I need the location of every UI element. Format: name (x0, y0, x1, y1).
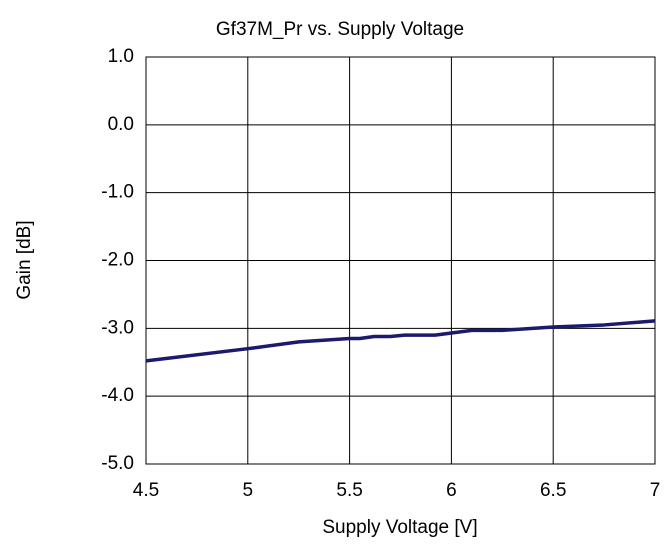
y-tick-label: -2.0 (101, 250, 134, 271)
y-tick-label: -1.0 (101, 182, 134, 203)
x-tick-label: 5 (243, 480, 254, 501)
y-tick-label: -3.0 (101, 317, 134, 338)
y-tick-label: 1.0 (108, 46, 134, 67)
x-tick-label: 6 (446, 480, 457, 501)
x-tick-label: 6.5 (540, 480, 566, 501)
y-tick-label: -4.0 (101, 385, 134, 406)
y-axis-label: Gain [dB] (14, 220, 35, 299)
x-tick-label: 5.5 (336, 480, 362, 501)
x-axis-label: Supply Voltage [V] (322, 517, 477, 538)
y-tick-label: -5.0 (101, 453, 134, 474)
y-tick-label: 0.0 (108, 114, 134, 135)
x-tick-label: 4.5 (133, 480, 159, 501)
x-tick-label: 7 (650, 480, 661, 501)
data-line (145, 319, 656, 363)
chart-title: Gf37M_Pr vs. Supply Voltage (216, 19, 464, 40)
